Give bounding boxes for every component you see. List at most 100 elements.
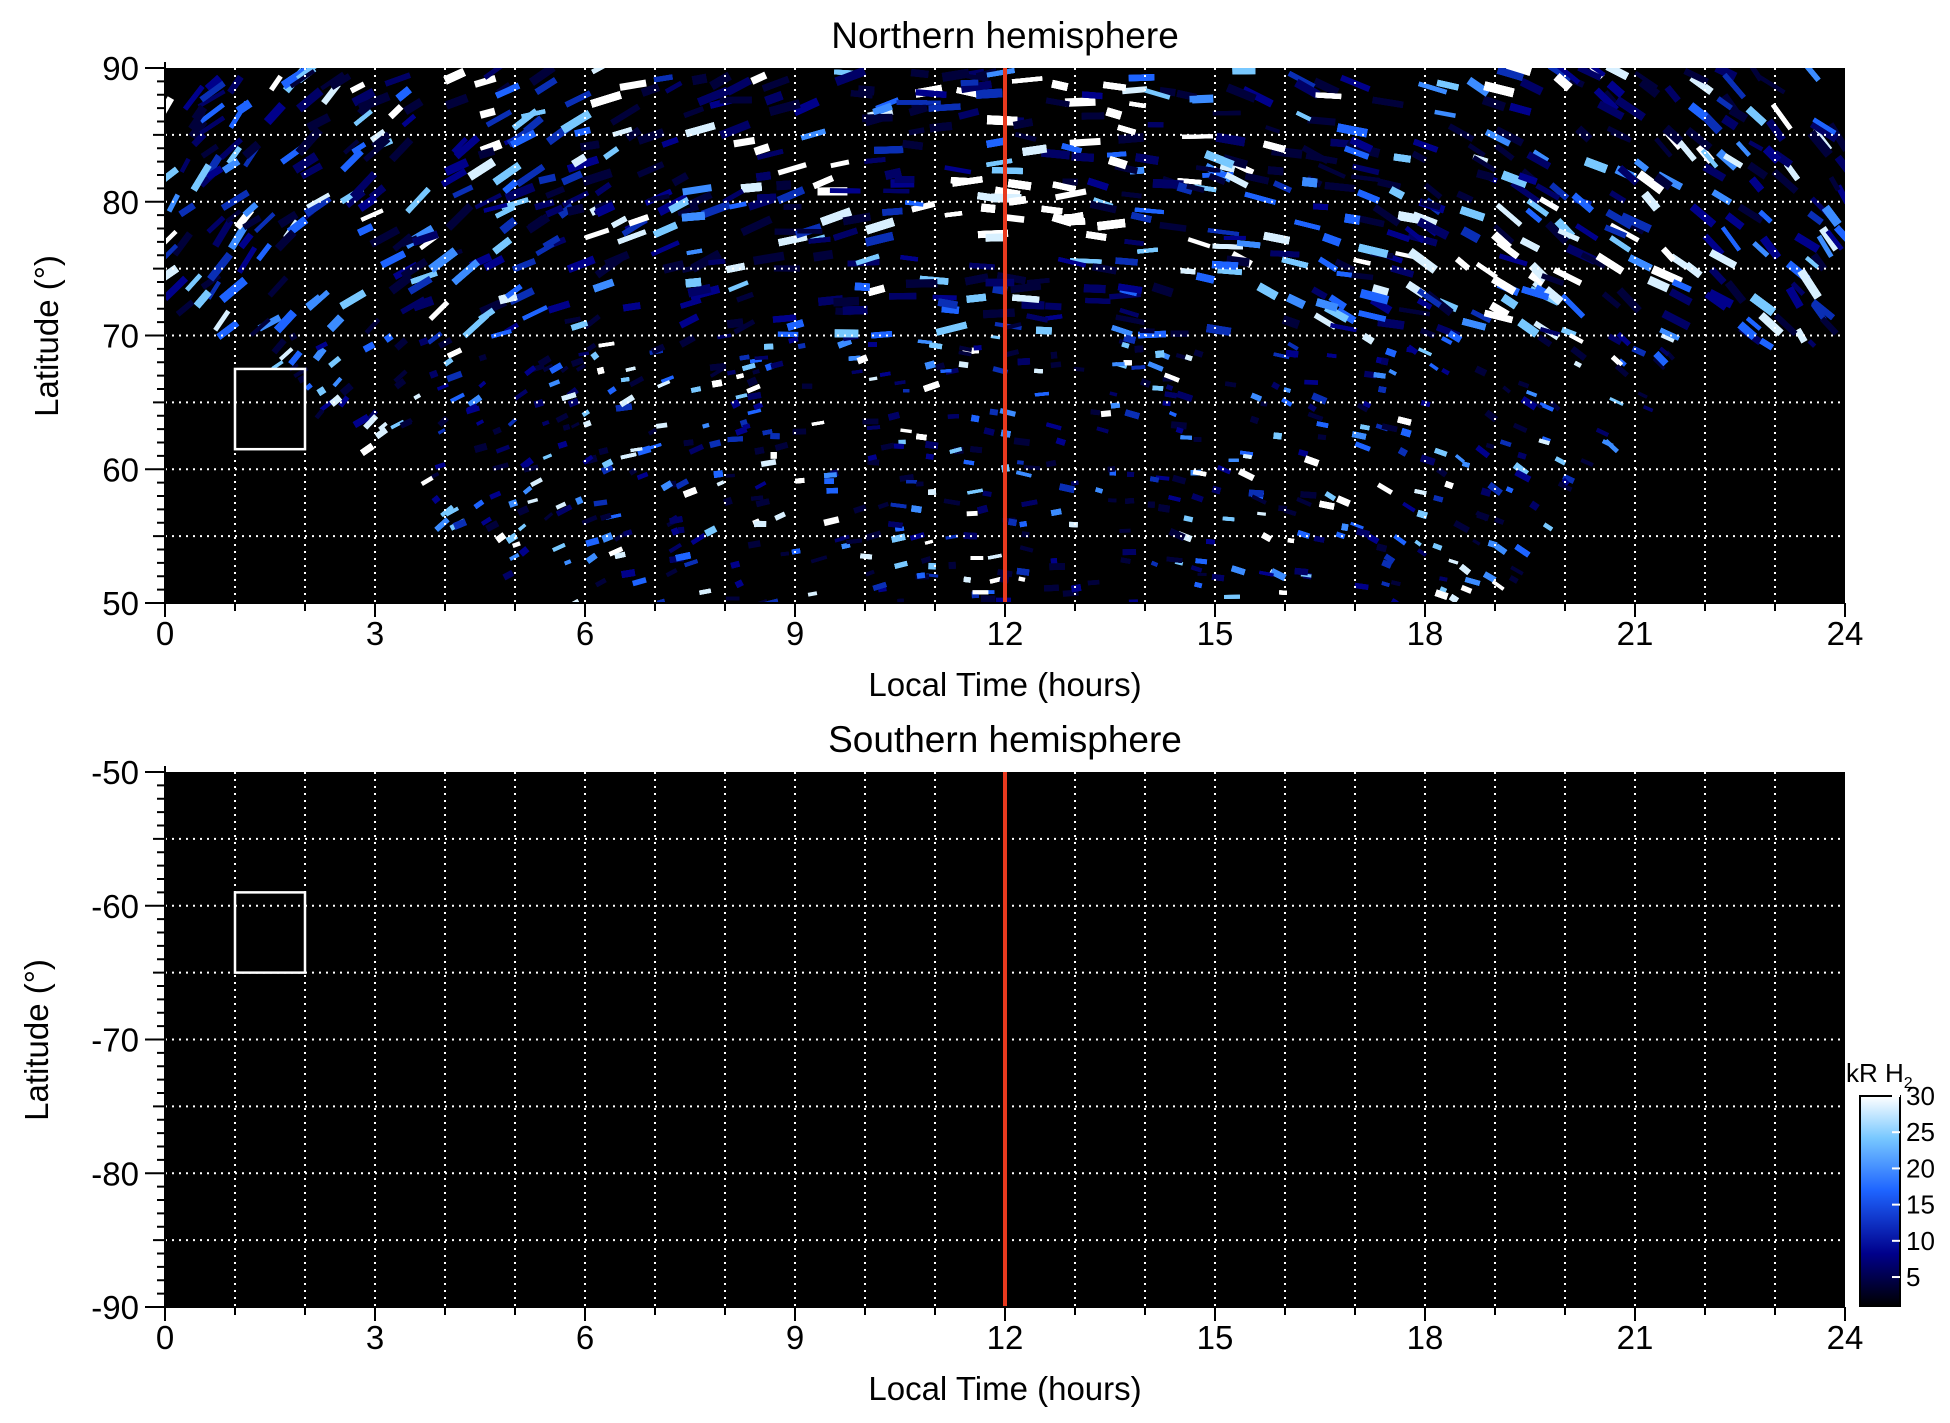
heatmap-cell — [777, 162, 807, 176]
heatmap-cell — [1554, 456, 1567, 466]
northern-title: Northern hemisphere — [831, 15, 1179, 56]
heatmap-cell — [824, 478, 834, 484]
heatmap-cell — [753, 402, 764, 411]
heatmap-cell — [757, 193, 777, 201]
heatmap-cell — [750, 71, 768, 85]
heatmap-cell — [1045, 302, 1062, 311]
heatmap-cell — [1790, 281, 1806, 297]
heatmap-cell — [1807, 339, 1817, 348]
heatmap-cell — [960, 79, 979, 87]
heatmap-cell — [1183, 515, 1194, 523]
heatmap-cell — [1090, 409, 1101, 416]
heatmap-cell — [1794, 232, 1820, 253]
heatmap-cell — [479, 107, 496, 119]
heatmap-cell — [1317, 434, 1327, 441]
heatmap-cell — [1363, 370, 1377, 379]
heatmap-cell — [1828, 176, 1841, 192]
heatmap-cell — [687, 283, 712, 298]
heatmap-cell — [770, 433, 780, 440]
heatmap-cell — [985, 278, 1015, 287]
heatmap-cell — [593, 499, 608, 507]
heatmap-cell — [1159, 221, 1187, 232]
heatmap-cell — [1371, 284, 1390, 297]
heatmap-cell — [212, 218, 234, 248]
heatmap-cell — [1223, 235, 1246, 241]
heatmap-cell — [495, 444, 511, 454]
heatmap-cell — [267, 275, 289, 298]
heatmap-cell — [581, 515, 598, 526]
heatmap-cell — [986, 115, 1018, 126]
heatmap-cell — [671, 172, 689, 187]
heatmap-cell — [328, 355, 342, 369]
heatmap-cell — [1301, 177, 1318, 188]
heatmap-cell — [1605, 68, 1630, 81]
heatmap-cell — [1407, 247, 1438, 274]
heatmap-cell — [1336, 123, 1368, 138]
heatmap-cell — [1122, 549, 1137, 556]
heatmap-cell — [405, 187, 431, 214]
heatmap-cell — [700, 200, 732, 219]
heatmap-cell — [567, 397, 580, 408]
heatmap-cell — [1480, 487, 1492, 497]
heatmap-cell — [966, 510, 978, 517]
heatmap-cell — [561, 170, 583, 186]
heatmap-cell — [882, 207, 903, 216]
heatmap-cell — [894, 380, 906, 386]
heatmap-cell — [990, 334, 1001, 340]
heatmap-cell — [1813, 127, 1833, 151]
heatmap-cell — [1004, 214, 1025, 223]
heatmap-cell — [263, 102, 286, 126]
heatmap-cell — [1821, 204, 1842, 227]
heatmap-cell — [1109, 391, 1118, 397]
heatmap-cell — [1016, 460, 1024, 465]
heatmap-cell — [682, 184, 712, 196]
heatmap-cell — [1034, 368, 1043, 374]
heatmap-cell — [1607, 333, 1623, 346]
heatmap-cell — [1064, 97, 1096, 107]
heatmap-cell — [660, 375, 675, 384]
heatmap-cell — [428, 300, 450, 322]
heatmap-cell — [1748, 176, 1765, 193]
heatmap-cell — [747, 408, 762, 416]
heatmap-cell — [688, 443, 705, 455]
heatmap-cell — [1147, 501, 1155, 508]
heatmap-cell — [511, 541, 521, 548]
heatmap-cell — [756, 148, 784, 160]
heatmap-cell — [1043, 584, 1059, 592]
heatmap-cell — [893, 443, 904, 449]
heatmap-cell — [380, 250, 407, 269]
heatmap-cell — [964, 273, 989, 286]
heatmap-cell — [989, 408, 999, 416]
heatmap-cell — [727, 280, 749, 293]
heatmap-cell — [1376, 482, 1394, 495]
heatmap-cell — [345, 190, 366, 208]
heatmap-cell — [1816, 234, 1834, 259]
heatmap-cell — [1335, 531, 1346, 540]
heatmap-cell — [1638, 78, 1661, 98]
heatmap-cell — [932, 294, 957, 301]
heatmap-cell — [754, 520, 767, 527]
heatmap-cell — [1304, 379, 1319, 386]
heatmap-cell — [1386, 229, 1411, 242]
heatmap-cell — [578, 351, 590, 357]
heatmap-cell — [1312, 77, 1340, 97]
heatmap-cell — [451, 137, 468, 154]
heatmap-cell — [1494, 517, 1505, 525]
heatmap-cell — [1597, 100, 1625, 121]
heatmap-cell — [1495, 202, 1523, 227]
heatmap-cell — [823, 516, 840, 527]
heatmap-cell — [725, 473, 735, 478]
heatmap-cell — [1460, 584, 1473, 594]
heatmap-cell — [1460, 226, 1481, 243]
heatmap-cell — [795, 477, 805, 484]
heatmap-cell — [1224, 594, 1240, 599]
heatmap-cell — [684, 559, 699, 568]
heatmap-cell — [478, 354, 487, 362]
heatmap-cell — [801, 383, 813, 389]
heatmap-cell — [735, 393, 748, 400]
heatmap-cell — [834, 68, 867, 86]
heatmap-cell — [853, 504, 867, 514]
heatmap-cell — [1307, 116, 1336, 126]
heatmap-cell — [296, 87, 324, 113]
heatmap-cell — [1019, 520, 1028, 528]
